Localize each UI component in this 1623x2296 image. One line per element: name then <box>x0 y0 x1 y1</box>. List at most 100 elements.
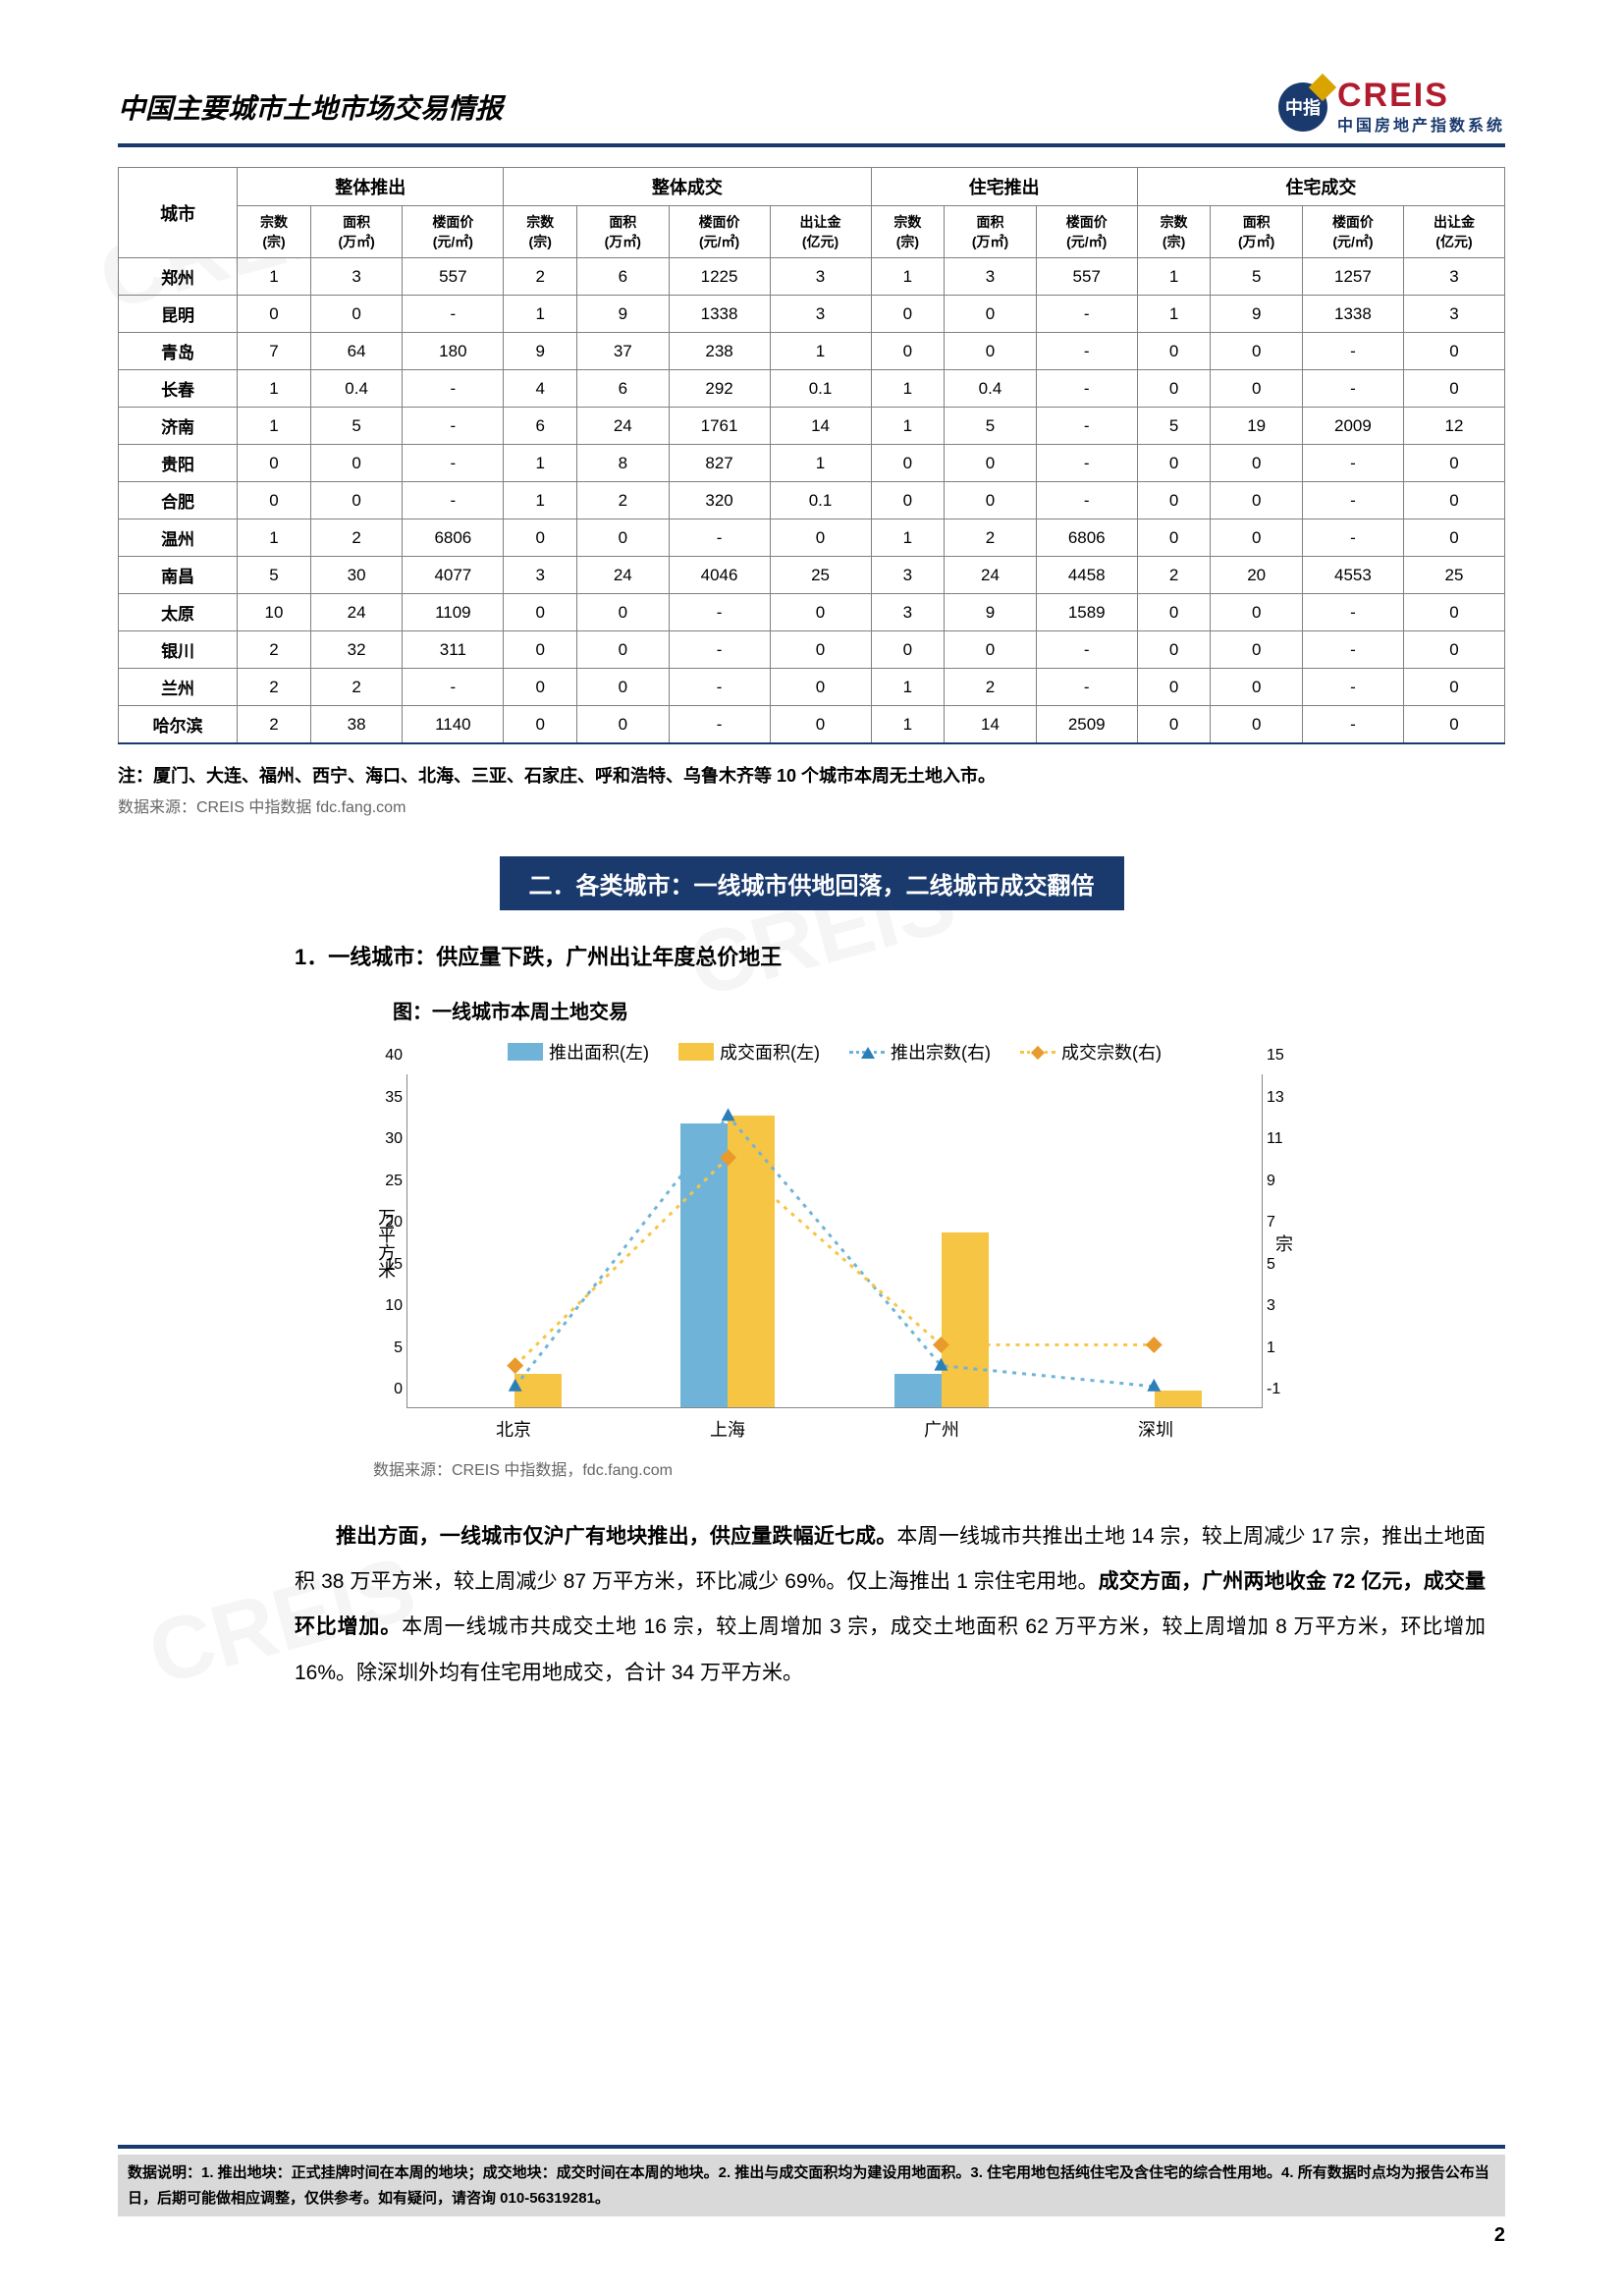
cell: 6806 <box>403 519 504 557</box>
cell-city: 银川 <box>119 631 238 669</box>
cell: - <box>1036 296 1137 333</box>
cell-city: 贵阳 <box>119 445 238 482</box>
cell: 0 <box>1137 594 1211 631</box>
cell: 1 <box>238 408 311 445</box>
table-row: 银川23231100-000-00-0 <box>119 631 1505 669</box>
cell: 1589 <box>1036 594 1137 631</box>
body-text-2: 本周一线城市共成交土地 16 宗，较上周增加 3 宗，成交土地面积 62 万平方… <box>295 1615 1486 1683</box>
cell: 9 <box>1211 296 1303 333</box>
table-sub-header-row: 宗数(宗)面积(万㎡)楼面价(元/㎡)宗数(宗)面积(万㎡)楼面价(元/㎡)出让… <box>119 206 1505 258</box>
cell: 6806 <box>1036 519 1137 557</box>
cell: - <box>1302 669 1403 706</box>
cell: 5 <box>310 408 403 445</box>
cell: 4458 <box>1036 557 1137 594</box>
cell: 7 <box>238 333 311 370</box>
cell: 0 <box>770 706 871 744</box>
cell-city: 南昌 <box>119 557 238 594</box>
cell: 0 <box>770 669 871 706</box>
sub-col: 面积(万㎡) <box>1211 206 1303 258</box>
cell: 24 <box>577 408 670 445</box>
chart-source: 数据来源：CREIS 中指数据，fdc.fang.com <box>373 1456 1505 1480</box>
cell-city: 昆明 <box>119 296 238 333</box>
sub-col: 宗数(宗) <box>238 206 311 258</box>
cell-city: 哈尔滨 <box>119 706 238 744</box>
table-row: 哈尔滨238114000-0114250900-0 <box>119 706 1505 744</box>
legend-line1: 推出宗数(右) <box>849 1039 991 1065</box>
cell-city: 济南 <box>119 408 238 445</box>
cell: 0 <box>1403 519 1504 557</box>
cell: - <box>1036 631 1137 669</box>
sub-col: 宗数(宗) <box>1137 206 1211 258</box>
section-banner: 二．各类城市：一线城市供地回落，二线城市成交翻倍 <box>500 856 1124 910</box>
bar-deal-area <box>942 1232 989 1408</box>
cell: 0 <box>577 519 670 557</box>
cell: 0 <box>1211 482 1303 519</box>
cell: 1 <box>504 445 577 482</box>
cell: - <box>1302 445 1403 482</box>
cell: 1 <box>871 706 945 744</box>
cell: 1257 <box>1302 258 1403 296</box>
cell: 2 <box>945 519 1037 557</box>
cell: 2 <box>238 669 311 706</box>
cell: 0 <box>238 445 311 482</box>
cell: 0 <box>1211 333 1303 370</box>
cell: 180 <box>403 333 504 370</box>
cell: 4553 <box>1302 557 1403 594</box>
cell: - <box>1036 482 1137 519</box>
cell: 1 <box>871 519 945 557</box>
cell: 37 <box>577 333 670 370</box>
cell: - <box>1302 594 1403 631</box>
cell: 8 <box>577 445 670 482</box>
bar-deal-area <box>1155 1391 1202 1407</box>
cell: 64 <box>310 333 403 370</box>
legend-bar1: 推出面积(左) <box>508 1039 649 1065</box>
land-transaction-table: 城市 整体推出 整体成交 住宅推出 住宅成交 宗数(宗)面积(万㎡)楼面价(元/… <box>118 167 1505 744</box>
logo-main-text: CREIS <box>1337 79 1505 112</box>
col-group-1: 整体成交 <box>504 168 871 206</box>
cell: 0 <box>310 445 403 482</box>
cell: 238 <box>669 333 770 370</box>
cell: 0 <box>945 296 1037 333</box>
cell: - <box>1302 631 1403 669</box>
table-row: 长春10.4-462920.110.4-00-0 <box>119 370 1505 408</box>
cell: 0 <box>504 594 577 631</box>
cell-city: 合肥 <box>119 482 238 519</box>
cell: 0.1 <box>770 370 871 408</box>
cell: 1 <box>871 408 945 445</box>
subsection-title: 1．一线城市：供应量下跌，广州出让年度总价地王 <box>295 940 1505 971</box>
doc-title: 中国主要城市土地市场交易情报 <box>118 87 503 127</box>
cell: 0 <box>1403 594 1504 631</box>
col-city: 城市 <box>119 168 238 258</box>
cell: 827 <box>669 445 770 482</box>
sub-col: 面积(万㎡) <box>577 206 670 258</box>
cell: 0 <box>871 631 945 669</box>
page-footer: 数据说明：1. 推出地块：正式挂牌时间在本周的地块；成交地块：成交时间在本周的地… <box>118 2145 1505 2247</box>
cell: 1 <box>238 370 311 408</box>
sub-col: 楼面价(元/㎡) <box>1302 206 1403 258</box>
legend-bar2-label: 成交面积(左) <box>720 1039 820 1065</box>
cell: 0 <box>310 482 403 519</box>
sub-col: 宗数(宗) <box>871 206 945 258</box>
sub-col: 出让金(亿元) <box>1403 206 1504 258</box>
cell: 0 <box>1137 631 1211 669</box>
cell: 1 <box>1137 258 1211 296</box>
cell: 32 <box>310 631 403 669</box>
x-axis-labels: 北京上海广州深圳 <box>406 1408 1263 1442</box>
cell: 1338 <box>1302 296 1403 333</box>
cell: 557 <box>1036 258 1137 296</box>
cell: 9 <box>577 296 670 333</box>
sub-col: 楼面价(元/㎡) <box>403 206 504 258</box>
cell: - <box>1036 370 1137 408</box>
cell: 0 <box>310 296 403 333</box>
chart-legend: 推出面积(左) 成交面积(左) 推出宗数(右) 成交宗数(右) <box>373 1039 1296 1065</box>
cell: 6 <box>504 408 577 445</box>
cell: 9 <box>945 594 1037 631</box>
cell: 1109 <box>403 594 504 631</box>
cell: 0 <box>871 482 945 519</box>
cell: 311 <box>403 631 504 669</box>
cell: 0 <box>871 445 945 482</box>
cell: 0 <box>577 631 670 669</box>
cell: 5 <box>1137 408 1211 445</box>
cell: 6 <box>577 258 670 296</box>
table-row: 合肥00-123200.100-00-0 <box>119 482 1505 519</box>
